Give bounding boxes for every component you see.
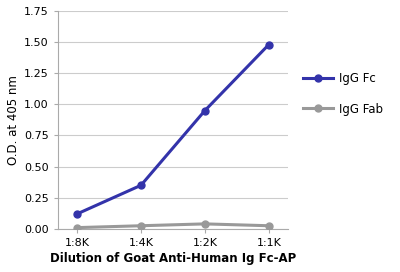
Line: IgG Fc: IgG Fc [74,41,272,217]
IgG Fc [202,109,207,112]
IgG Fab [202,222,207,225]
IgG Fab [75,226,80,229]
IgG Fab [266,224,271,227]
Legend: IgG Fc, IgG Fab: IgG Fc, IgG Fab [298,67,387,120]
IgG Fc [266,43,271,46]
IgG Fc [75,212,80,215]
Line: IgG Fab: IgG Fab [74,220,272,231]
IgG Fab [138,224,143,227]
Y-axis label: O.D. at 405 nm: O.D. at 405 nm [7,75,20,165]
IgG Fc [138,184,143,187]
X-axis label: Dilution of Goat Anti-Human Ig Fc-AP: Dilution of Goat Anti-Human Ig Fc-AP [50,252,296,265]
